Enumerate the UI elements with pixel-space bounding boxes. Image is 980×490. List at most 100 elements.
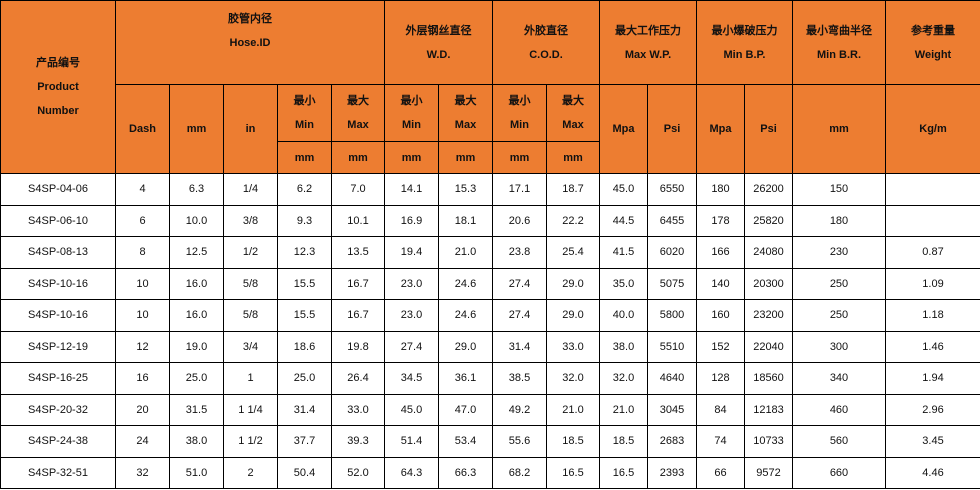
- table-cell: 2.96: [885, 393, 980, 426]
- table-cell: 18.1: [438, 204, 493, 237]
- table-cell: 14.1: [384, 173, 439, 206]
- table-cell: 5/8: [223, 267, 278, 300]
- table-cell: 18.6: [277, 330, 332, 363]
- table-cell: 3/4: [223, 330, 278, 363]
- table-cell: 16.5: [599, 456, 648, 489]
- table-cell: 37.7: [277, 425, 332, 458]
- table-cell: 29.0: [546, 299, 600, 332]
- table-row: S4SP-06-10 6 10.0 3/8 9.3 10.1 16.9 18.1 20.6 22.…: [0, 204, 980, 237]
- header-label: Min: [295, 119, 314, 131]
- table-cell: 5800: [647, 299, 697, 332]
- table-cell: 12.3: [277, 236, 332, 269]
- table-cell: 560: [792, 425, 886, 458]
- header-mm: mm: [277, 141, 332, 174]
- table-cell: 10: [115, 267, 170, 300]
- header-label: 最小: [293, 95, 316, 107]
- table-row: S4SP-20-32 20 31.5 1 1/4 31.4 33.0 45.0 47.0 49.…: [0, 393, 980, 426]
- header-label: 最小: [508, 95, 531, 107]
- table-cell: 1: [223, 362, 278, 395]
- table-cell: 160: [696, 299, 745, 332]
- table-cell: 152: [696, 330, 745, 363]
- table-cell: 22040: [744, 330, 793, 363]
- table-cell: 180: [792, 204, 886, 237]
- table-cell: 2683: [647, 425, 697, 458]
- header-min-br: 最小弯曲半径 Min B.R.: [792, 0, 886, 85]
- header-label: Min: [510, 119, 529, 131]
- table-row: S4SP-32-51 32 51.0 2 50.4 52.0 64.3 66.3 68.2 16.…: [0, 456, 980, 489]
- table-cell: 47.0: [438, 393, 493, 426]
- header-label: Hose.ID: [229, 37, 271, 49]
- header-label: 最小弯曲半径: [806, 24, 872, 37]
- table-cell: 24.6: [438, 299, 493, 332]
- table-cell: 4640: [647, 362, 697, 395]
- table-row: S4SP-08-13 8 12.5 1/2 12.3 13.5 19.4 21.0 23.8 25…: [0, 236, 980, 269]
- table-cell: 180: [696, 173, 745, 206]
- table-cell: [885, 204, 980, 237]
- header-label: 最大: [347, 95, 369, 107]
- table-cell: 45.0: [599, 173, 648, 206]
- header-mm: mm: [384, 141, 439, 174]
- table-cell: 29.0: [546, 267, 600, 300]
- header-psi: Psi: [647, 84, 697, 174]
- header-mm: mm: [792, 84, 886, 174]
- product-number-cell: S4SP-32-51: [0, 456, 116, 489]
- table-cell: 6455: [647, 204, 697, 237]
- header-in: in: [223, 84, 278, 174]
- product-number-cell: S4SP-10-16: [0, 299, 116, 332]
- header-hose-id: 胶管内径 Hose.ID: [115, 0, 385, 85]
- table-cell: 6.3: [169, 173, 224, 206]
- product-number-cell: S4SP-10-16: [0, 267, 116, 300]
- product-number-cell: S4SP-12-19: [0, 330, 116, 363]
- header-label: Product: [37, 81, 79, 93]
- table-cell: 1 1/4: [223, 393, 278, 426]
- table-cell: 55.6: [492, 425, 547, 458]
- table-cell: 25820: [744, 204, 793, 237]
- header-max: 最大 Max: [546, 84, 600, 142]
- table-cell: 21.0: [546, 393, 600, 426]
- table-cell: 27.4: [492, 267, 547, 300]
- table-cell: 140: [696, 267, 745, 300]
- table-cell: 18.7: [546, 173, 600, 206]
- table-cell: 20.6: [492, 204, 547, 237]
- header-min: 最小 Min: [384, 84, 439, 142]
- header-mpa: Mpa: [696, 84, 745, 174]
- header-min: 最小 Min: [277, 84, 332, 142]
- header-label: Min B.P.: [723, 48, 766, 61]
- table-header: 产品编号 Product Number 胶管内径 Hose.ID 外层钢丝直径 …: [0, 0, 980, 174]
- header-kgm: Kg/m: [885, 84, 980, 174]
- table-cell: 19.0: [169, 330, 224, 363]
- table-cell: 0.87: [885, 236, 980, 269]
- table-cell: 32.0: [599, 362, 648, 395]
- header-mm: mm: [546, 141, 600, 174]
- table-cell: 19.4: [384, 236, 439, 269]
- table-cell: 26200: [744, 173, 793, 206]
- table-cell: 27.4: [384, 330, 439, 363]
- table-cell: 52.0: [331, 456, 385, 489]
- table-cell: 31.4: [277, 393, 332, 426]
- table-cell: 1.46: [885, 330, 980, 363]
- header-mm: mm: [438, 141, 493, 174]
- header-weight: 参考重量 Weight: [885, 0, 980, 85]
- header-label: 最大: [562, 95, 584, 107]
- header-min-bp: 最小爆破压力 Min B.P.: [696, 0, 793, 85]
- table-cell: 38.0: [599, 330, 648, 363]
- table-cell: 3/8: [223, 204, 278, 237]
- header-cod: 外胶直径 C.O.D.: [492, 0, 600, 85]
- table-cell: 21.0: [438, 236, 493, 269]
- header-dash: Dash: [115, 84, 170, 174]
- table-cell: 250: [792, 267, 886, 300]
- table-cell: 51.0: [169, 456, 224, 489]
- table-cell: 10.1: [331, 204, 385, 237]
- header-label: 最小爆破压力: [711, 24, 778, 37]
- product-number-cell: S4SP-16-25: [0, 362, 116, 395]
- header-mm: mm: [331, 141, 385, 174]
- table-cell: 2393: [647, 456, 697, 489]
- header-mm: mm: [492, 141, 547, 174]
- table-cell: 178: [696, 204, 745, 237]
- table-cell: 49.2: [492, 393, 547, 426]
- table-cell: 22.2: [546, 204, 600, 237]
- table-cell: 32: [115, 456, 170, 489]
- table-row: S4SP-12-19 12 19.0 3/4 18.6 19.8 27.4 29.0 31.4 3…: [0, 330, 980, 363]
- table-row: S4SP-04-06 4 6.3 1/4 6.2 7.0 14.1 15.3 17.1 18.7 4…: [0, 173, 980, 206]
